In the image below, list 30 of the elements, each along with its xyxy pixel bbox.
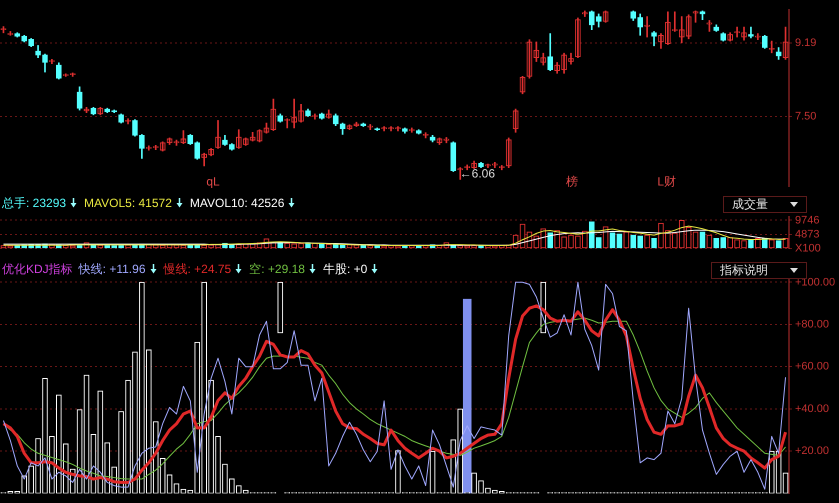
text: 快线: +11.96: [78, 260, 146, 278]
y-tick-label: 9746: [795, 214, 820, 226]
annotation: 榜: [566, 174, 578, 189]
bar: [462, 298, 472, 494]
y-tick-label: +60.00: [795, 360, 829, 373]
bar: [616, 234, 622, 248]
y-tick-label: +80.00: [795, 318, 829, 330]
bar: [762, 238, 768, 248]
y-tick-label: +100.00: [795, 276, 836, 288]
y-tick-label: 9.19: [795, 36, 816, 49]
bar: [700, 232, 706, 248]
y-tick-label: 7.50: [795, 110, 816, 123]
annotation: qL: [206, 174, 220, 189]
annotation: L财: [657, 174, 676, 189]
chart-title: 优化KDJ指标: [2, 260, 73, 278]
text: MAVOL10: 42526: [190, 196, 284, 210]
y-tick-label: 4873: [795, 228, 820, 240]
bar: [651, 238, 657, 248]
y-tick-label: X100: [795, 242, 821, 254]
text: 指标说明: [720, 263, 768, 278]
text: 总手: 23293: [2, 194, 66, 212]
annotation: ←6.06: [460, 166, 496, 181]
y-tick-label: +20.00: [795, 445, 829, 458]
text: 牛股: +0: [322, 260, 368, 278]
text: 慢线: +24.75: [164, 260, 232, 278]
text: MAVOL5: 41572: [84, 196, 172, 210]
bar: [610, 232, 616, 248]
text: 成交量: [732, 197, 768, 212]
y-tick-label: +40.00: [795, 402, 829, 415]
text: 空: +29.18: [249, 260, 305, 278]
